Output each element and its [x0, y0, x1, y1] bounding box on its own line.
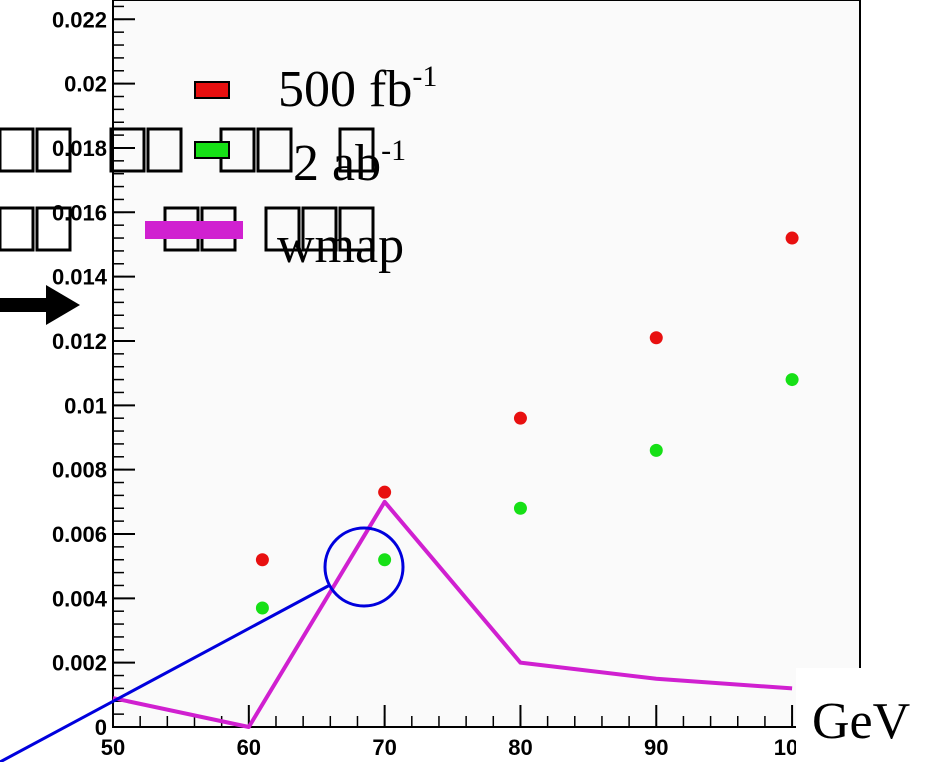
x-tick-label: 50: [101, 735, 125, 760]
missing-glyph-boxes-row1: [0, 127, 375, 173]
data-point-2-ab: [378, 553, 392, 567]
plot-area: [112, 0, 861, 728]
x-tick-label: 60: [237, 735, 261, 760]
y-tick-label: 0.01: [64, 393, 107, 418]
legend-label-2ab: 2 ab-1: [293, 134, 406, 192]
y-tick-label: 0.008: [52, 458, 107, 483]
data-point-2-ab: [649, 443, 663, 457]
y-tick-label: 0.016: [52, 200, 107, 225]
y-tick-label: 0: [95, 715, 107, 740]
data-point-2-ab: [255, 601, 269, 615]
legend-label-wmap: wmap: [277, 217, 404, 274]
data-point-500-fb: [513, 411, 527, 425]
x-tick-label: 70: [372, 735, 396, 760]
y-tick-label: 0.006: [52, 522, 107, 547]
x-axis-unit: GeV: [812, 693, 910, 750]
y-axis-tick-labels: 0 0.002 0.004 0.006 0.008 0.01 0.012 0.014 0.016…: [52, 7, 108, 740]
legend-label-500fb: 500 fb-1: [278, 60, 437, 118]
y-tick-label: 0.012: [52, 329, 107, 354]
unit-label-box: [796, 668, 939, 762]
x-axis-tick-labels: 50 60 70 80 90 100: [101, 735, 811, 760]
y-tick-label: 0.02: [64, 72, 107, 97]
y-tick-label: 0.018: [52, 136, 107, 161]
data-point-500-fb: [255, 553, 269, 567]
y-tick-label: 0.002: [52, 651, 107, 676]
series-line-wmap: [112, 499, 793, 729]
y-tick-label: 0.004: [52, 586, 108, 611]
data-point-2-ab: [513, 501, 527, 515]
x-tick-label: 90: [644, 735, 668, 760]
legend-swatch-wmap: [145, 221, 243, 239]
series: [112, 231, 799, 729]
data-point-500-fb: [378, 485, 392, 499]
legend-swatch-2ab: [194, 141, 230, 159]
right-arrow-icon: [0, 285, 80, 325]
highlight-circle-icon: [0, 526, 405, 762]
data-point-2-ab: [785, 373, 799, 387]
y-tick-label: 0.014: [52, 265, 108, 290]
data-point-500-fb: [785, 231, 799, 245]
x-tick-label: 80: [508, 735, 532, 760]
y-tick-label: 0.022: [52, 7, 107, 32]
legend-swatch-500fb: [194, 81, 230, 99]
legend: 500 fb-1 2 ab-1 wmap: [0, 60, 437, 274]
data-point-500-fb: [649, 331, 663, 345]
